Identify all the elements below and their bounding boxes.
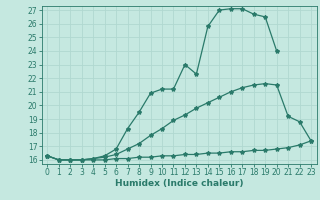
X-axis label: Humidex (Indice chaleur): Humidex (Indice chaleur) bbox=[115, 179, 244, 188]
